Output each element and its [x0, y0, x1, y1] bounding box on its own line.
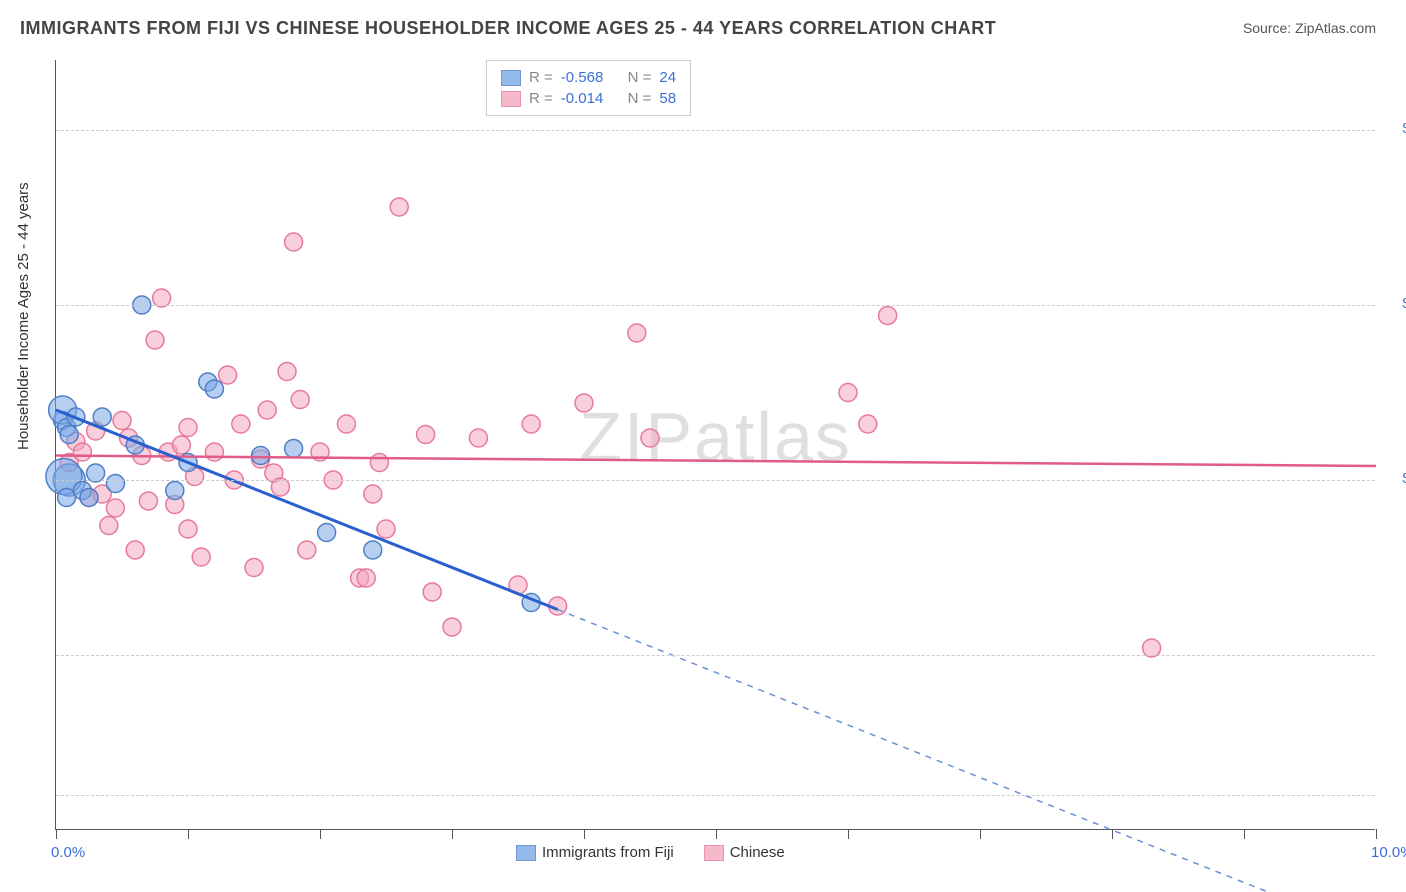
fiji-point — [106, 475, 124, 493]
y-tick-label: $100,000 — [1385, 470, 1406, 487]
source-label: Source: ZipAtlas.com — [1243, 20, 1376, 36]
chinese-point — [205, 443, 223, 461]
chinese-point — [113, 412, 131, 430]
fiji-label: Immigrants from Fiji — [542, 844, 674, 861]
x-tick — [1244, 829, 1245, 839]
fiji-r-value: -0.568 — [561, 69, 604, 86]
chinese-point — [377, 520, 395, 538]
fiji-swatch — [501, 70, 521, 86]
chinese-point — [628, 324, 646, 342]
fiji-point — [93, 408, 111, 426]
chinese-swatch — [704, 845, 724, 861]
chinese-point — [146, 331, 164, 349]
fiji-point — [60, 426, 78, 444]
fiji-point — [285, 440, 303, 458]
fiji-n-value: 24 — [659, 69, 676, 86]
chinese-point — [859, 415, 877, 433]
chinese-point — [232, 415, 250, 433]
x-tick — [584, 829, 585, 839]
chart-title: IMMIGRANTS FROM FIJI VS CHINESE HOUSEHOL… — [20, 18, 996, 39]
chinese-point — [258, 401, 276, 419]
chinese-point — [179, 520, 197, 538]
fiji-point — [318, 524, 336, 542]
y-tick-label: $150,000 — [1385, 295, 1406, 312]
fiji-point — [205, 380, 223, 398]
chinese-point — [285, 233, 303, 251]
chinese-point — [245, 559, 263, 577]
chinese-point — [172, 436, 190, 454]
fiji-point — [364, 541, 382, 559]
gridline — [56, 130, 1375, 131]
x-tick — [188, 829, 189, 839]
series-legend: Immigrants from Fiji Chinese — [516, 844, 785, 861]
chinese-point — [126, 541, 144, 559]
chinese-point — [390, 198, 408, 216]
chinese-point — [100, 517, 118, 535]
gridline — [56, 795, 1375, 796]
chinese-point — [417, 426, 435, 444]
chinese-point — [641, 429, 659, 447]
y-tick-label: $200,000 — [1385, 120, 1406, 137]
x-tick — [716, 829, 717, 839]
gridline — [56, 305, 1375, 306]
chinese-point — [879, 307, 897, 325]
fiji-swatch — [516, 845, 536, 861]
chinese-label: Chinese — [730, 844, 785, 861]
chinese-point — [106, 499, 124, 517]
chinese-point — [469, 429, 487, 447]
stats-legend: R = -0.568 N = 24 R = -0.014 N = 58 — [486, 60, 691, 116]
chinese-point — [337, 415, 355, 433]
x-tick — [452, 829, 453, 839]
chinese-point — [192, 548, 210, 566]
chinese-point — [291, 391, 309, 409]
gridline — [56, 655, 1375, 656]
x-tick-label: 10.0% — [1371, 844, 1406, 861]
x-tick — [848, 829, 849, 839]
chinese-point — [357, 569, 375, 587]
fiji-point — [166, 482, 184, 500]
chinese-point — [179, 419, 197, 437]
r-label: R = — [529, 69, 553, 86]
fiji-point — [80, 489, 98, 507]
r-label: R = — [529, 90, 553, 107]
x-tick-label: 0.0% — [51, 844, 85, 861]
y-axis-label: Householder Income Ages 25 - 44 years — [15, 182, 32, 450]
chart-svg — [56, 60, 1375, 829]
n-label: N = — [628, 90, 652, 107]
chinese-point — [370, 454, 388, 472]
chinese-point — [423, 583, 441, 601]
n-label: N = — [628, 69, 652, 86]
chinese-point — [839, 384, 857, 402]
chinese-r-value: -0.014 — [561, 90, 604, 107]
x-tick — [1112, 829, 1113, 839]
plot-area: ZIPatlas R = -0.568 N = 24 R = -0.014 N … — [55, 60, 1375, 830]
chinese-point — [278, 363, 296, 381]
x-tick — [320, 829, 321, 839]
chinese-point — [139, 492, 157, 510]
chinese-point — [443, 618, 461, 636]
chinese-point — [219, 366, 237, 384]
chinese-point — [575, 394, 593, 412]
x-tick — [56, 829, 57, 839]
chinese-n-value: 58 — [659, 90, 676, 107]
fiji-point — [252, 447, 270, 465]
y-tick-label: $50,000 — [1385, 645, 1406, 662]
chinese-point — [522, 415, 540, 433]
chinese-point — [364, 485, 382, 503]
x-tick — [980, 829, 981, 839]
x-tick — [1376, 829, 1377, 839]
chinese-point — [298, 541, 316, 559]
chinese-point — [73, 443, 91, 461]
chinese-swatch — [501, 91, 521, 107]
gridline — [56, 480, 1375, 481]
